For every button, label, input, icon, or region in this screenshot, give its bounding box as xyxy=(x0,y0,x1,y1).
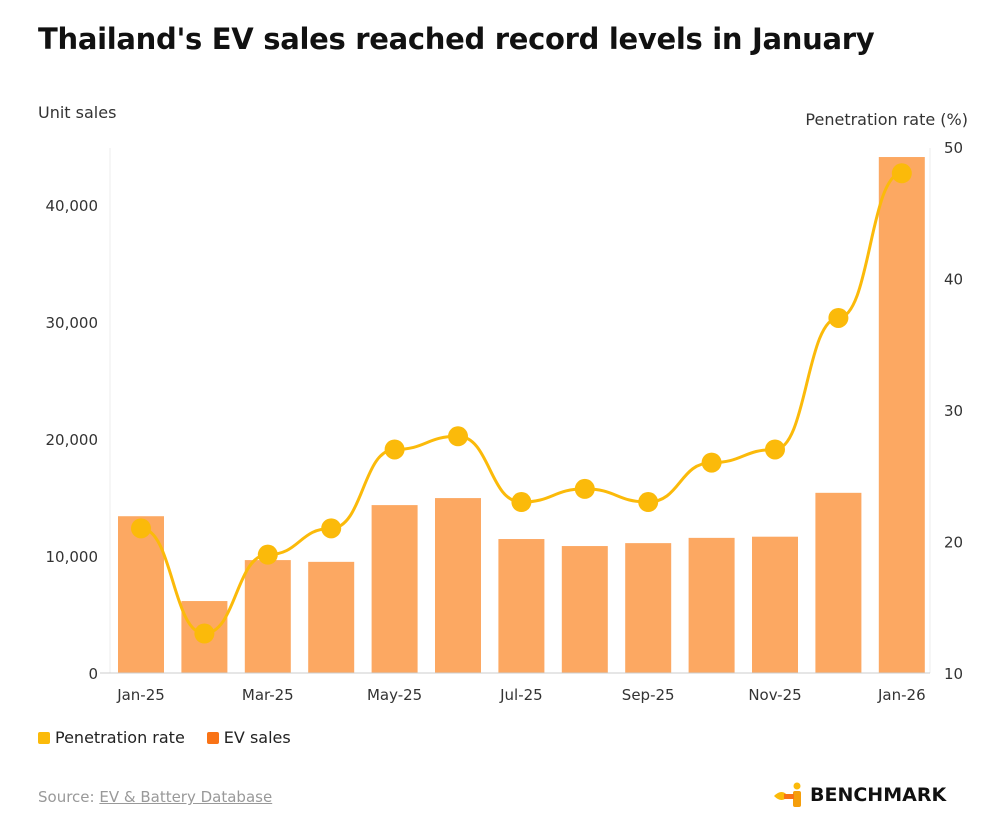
bar-Jan-25 xyxy=(118,516,164,673)
right-tick-label: 20 xyxy=(944,534,963,552)
penetration-point-Nov-25 xyxy=(765,439,785,460)
bar-Mar-25 xyxy=(244,560,291,673)
x-tick-label: Nov-25 xyxy=(748,686,801,704)
legend-item-ev-sales: EV sales xyxy=(206,728,291,747)
penetration-point-Dec-25 xyxy=(828,307,849,328)
bar-Nov-25 xyxy=(752,536,798,673)
penetration-point-Mar-25 xyxy=(257,544,278,565)
bar-Jan-26 xyxy=(878,157,925,673)
penetration-point-Aug-25 xyxy=(574,478,595,499)
penetration-point-Feb-25 xyxy=(194,623,215,644)
x-tick-label: May-25 xyxy=(367,686,422,704)
penetration-point-Apr-25 xyxy=(321,518,342,539)
x-tick-label: Mar-25 xyxy=(242,686,294,704)
source-note: Source: EV & Battery Database xyxy=(38,788,272,806)
benchmark-logo-text: BENCHMARK xyxy=(810,784,947,806)
right-tick-label: 50 xyxy=(944,139,963,157)
penetration-point-Jul-25 xyxy=(511,492,532,513)
legend-item-penetration: Penetration rate xyxy=(38,728,185,747)
right-axis-label: Penetration rate (%) xyxy=(805,110,968,129)
penetration-point-Jan-26 xyxy=(891,163,912,184)
penetration-point-Jan-25 xyxy=(131,518,151,539)
legend-swatch-ev-sales xyxy=(206,731,219,744)
penetration-point-Sep-25 xyxy=(638,492,659,513)
x-tick-label: Jan-26 xyxy=(877,686,926,704)
bar-Jun-25 xyxy=(435,498,481,673)
legend-swatch-penetration xyxy=(38,731,50,744)
right-tick-label: 30 xyxy=(944,402,963,420)
left-tick-label: 30,000 xyxy=(46,314,99,332)
penetration-point-Jun-25 xyxy=(448,426,468,447)
right-tick-label: 40 xyxy=(944,271,963,289)
bar-Dec-25 xyxy=(815,492,862,673)
left-tick-label: 20,000 xyxy=(46,431,99,449)
right-tick-label: 10 xyxy=(944,665,963,683)
legend-label-penetration: Penetration rate xyxy=(55,728,185,747)
left-tick-label: 0 xyxy=(88,665,98,683)
left-tick-label: 40,000 xyxy=(46,197,99,215)
x-tick-label: Sep-25 xyxy=(622,686,675,704)
bar-Aug-25 xyxy=(561,546,608,673)
chart-plot: 0 10,000 20,000 30,000 40,000 10 20 30 40 50 Jan-2… xyxy=(46,139,964,704)
left-tick-label: 10,000 xyxy=(46,548,99,566)
bar-Jul-25 xyxy=(498,539,545,673)
chart-title: Thailand's EV sales reached record level… xyxy=(38,22,875,56)
left-axis-label: Unit sales xyxy=(38,103,117,122)
bar-May-25 xyxy=(371,505,418,673)
legend: Penetration rate EV sales xyxy=(38,728,291,747)
benchmark-logo: BENCHMARK xyxy=(772,782,946,808)
source-label: Source: xyxy=(38,788,95,806)
legend-label-ev-sales: EV sales xyxy=(223,728,291,747)
penetration-point-May-25 xyxy=(384,439,405,460)
bar-Apr-25 xyxy=(308,561,355,673)
benchmark-logo-icon xyxy=(774,782,801,807)
x-tick-label: Jan-25 xyxy=(116,686,165,704)
bar-Oct-25 xyxy=(688,537,735,673)
penetration-point-Oct-25 xyxy=(701,452,722,473)
bar-Sep-25 xyxy=(625,543,672,673)
x-tick-label: Jul-25 xyxy=(499,686,543,704)
source-link[interactable]: EV & Battery Database xyxy=(99,788,273,806)
